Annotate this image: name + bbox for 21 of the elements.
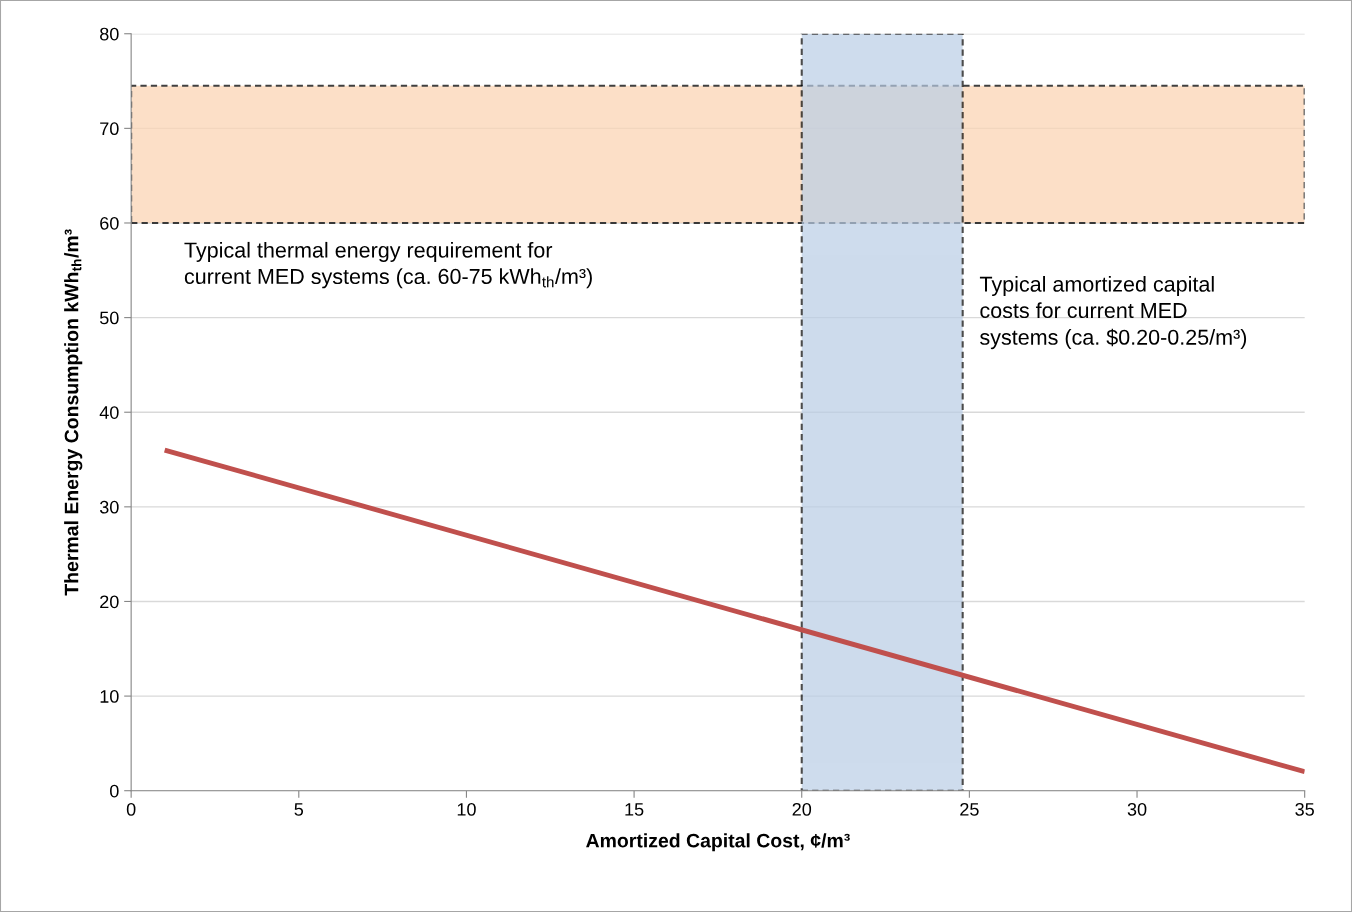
x-tick-label: 0 xyxy=(126,802,136,816)
band-label: Typical amortized capital costs for current MED systems (ca. $0.20-0.25/m³) xyxy=(979,275,1247,350)
y-tick-label: 70 xyxy=(100,122,119,136)
x-tick-label: 30 xyxy=(1127,802,1147,816)
y-axis-title: Thermal Energy Consumption kWh$_{th}$/m³ xyxy=(64,229,83,596)
x-tick-label: 15 xyxy=(625,803,644,816)
y-tick-label: 60 xyxy=(100,216,119,230)
y-tick-label: 30 xyxy=(99,500,119,514)
y-tick-label: 50 xyxy=(99,311,119,325)
x-tick-label: 35 xyxy=(1295,802,1314,816)
y-tick-label: 80 xyxy=(100,27,119,41)
y-tick-label: 20 xyxy=(100,595,119,609)
x-tick-label: 5 xyxy=(294,803,304,816)
x-tick-label: 25 xyxy=(960,802,979,816)
band-label: Typical thermal energy requirement for current MED systems (ca. 60-75 kWh$_{th}$/m³) xyxy=(184,241,592,289)
y-tick-label: 10 xyxy=(100,690,119,703)
x-axis-title: Amortized Capital Cost, ¢/m³ xyxy=(586,833,850,852)
x-tick-label: 20 xyxy=(792,802,812,816)
y-tick-label: 0 xyxy=(110,784,119,798)
y-tick-label: 40 xyxy=(99,406,119,419)
x-tick-label: 10 xyxy=(457,802,476,816)
